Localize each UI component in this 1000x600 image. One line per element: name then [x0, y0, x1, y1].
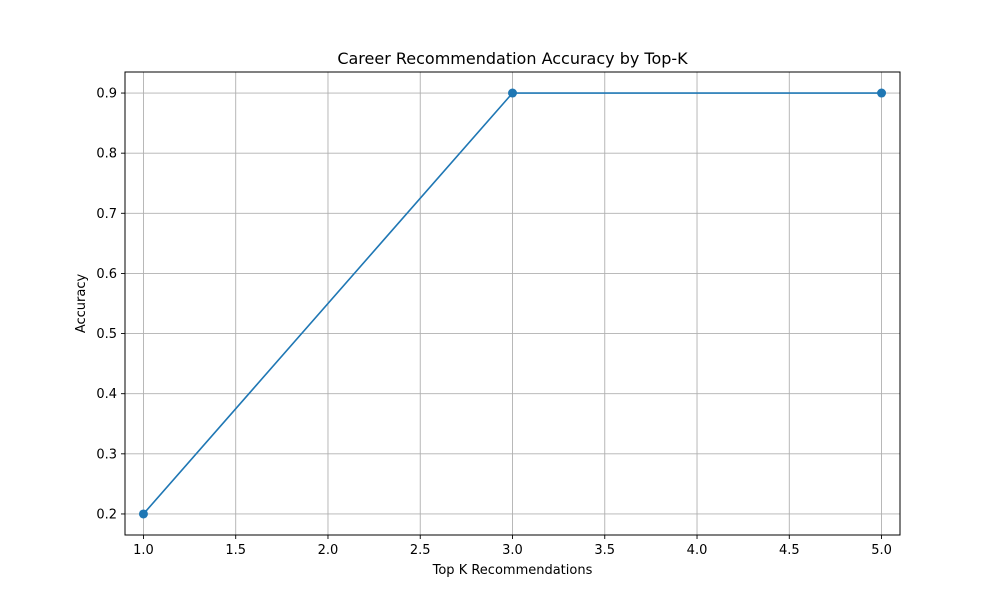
y-tick-label: 0.4	[96, 387, 117, 402]
data-point	[508, 88, 517, 98]
x-tick-label: 3.5	[594, 543, 615, 558]
series-layer	[138, 88, 887, 519]
data-point	[138, 509, 148, 519]
ticks: 1.0 1.5 2.0 2.5 3.0 3.5 4.0 4.5 5.0 0.2 0.3 0.4 0.5 0…	[96, 87, 892, 558]
data-point	[877, 88, 887, 98]
y-tick-label: 0.6	[96, 267, 117, 282]
y-axis-label: Accuracy	[74, 274, 89, 334]
y-tick-label: 0.7	[96, 207, 117, 222]
plot-frame	[124, 71, 901, 536]
y-tick-label: 0.2	[96, 507, 117, 522]
x-tick-label: 4.0	[687, 543, 708, 558]
x-tick-label: 1.0	[133, 543, 154, 558]
x-tick-label: 5.0	[871, 543, 892, 558]
y-tick-label: 0.3	[96, 447, 117, 462]
x-tick-label: 2.0	[318, 543, 339, 558]
x-tick-label: 2.5	[410, 543, 431, 558]
y-tick-label: 0.5	[96, 327, 117, 342]
y-tick-label: 0.9	[96, 87, 117, 102]
x-tick-label: 3.0	[502, 543, 523, 558]
x-tick-label: 1.5	[225, 543, 246, 558]
chart-title: Career Recommendation Accuracy by Top-K	[337, 49, 688, 68]
x-axis-label: Top K Recommendations	[432, 563, 593, 578]
y-tick-label: 0.8	[96, 147, 117, 162]
x-tick-label: 4.5	[779, 543, 800, 558]
